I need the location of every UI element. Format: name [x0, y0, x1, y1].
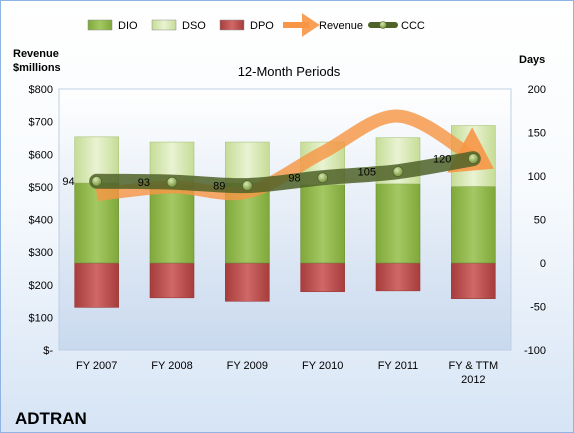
ccc-point: [317, 172, 329, 184]
ccc-point: [241, 180, 253, 191]
bar-dpo-fy-2008: [149, 262, 195, 299]
y-right-tick-label: -100: [524, 345, 546, 357]
company-name: ADTRAN: [15, 409, 87, 428]
y-right-label: Days: [519, 54, 545, 66]
legend-swatch: [151, 19, 177, 31]
chart-title: 12-Month Periods: [238, 64, 341, 79]
x-tick-label: FY 2011: [378, 360, 419, 372]
ccc-data-label: 94: [62, 176, 74, 188]
legend-item-dio: DIO: [87, 19, 138, 32]
bar-dpo-fy-2011: [375, 262, 421, 292]
bar-dio-fy-2008: [149, 184, 195, 264]
bar-dio-fy-ttm-2012: [451, 186, 496, 264]
y-right-tick-label: 0: [540, 258, 546, 270]
y-left-ticks: $- $100 $200 $300 $400 $500 $600 $700 $800: [29, 84, 54, 357]
y-left-tick-label: $500: [29, 182, 53, 194]
y-left-tick-label: $100: [29, 312, 53, 324]
y-left-label-line1: Revenue: [13, 48, 59, 60]
x-tick-label: FY 2009: [227, 360, 268, 372]
y-left-tick-label: $600: [29, 149, 53, 161]
legend-label: CCC: [401, 20, 425, 32]
legend-label: DPO: [250, 20, 274, 32]
ccc-data-label: 93: [138, 177, 150, 189]
legend-swatch: [87, 19, 113, 31]
ccc-line: [89, 151, 481, 194]
ccc-point: [91, 175, 103, 187]
legend-item-revenue: Revenue: [283, 13, 363, 37]
y-right-tick-label: 100: [528, 171, 546, 183]
ccc-point: [467, 153, 479, 165]
ccc-data-label: 105: [358, 167, 376, 179]
legend-item-ccc: CCC: [368, 20, 425, 32]
legend-label: DIO: [118, 20, 138, 32]
y-left-tick-label: $-: [43, 345, 53, 357]
x-tick-label: FY 2010: [302, 360, 343, 372]
ccc-point: [166, 176, 178, 188]
legend-swatch: [219, 19, 245, 31]
y-right-tick-label: -50: [530, 302, 546, 314]
y-left-tick-label: $700: [29, 117, 53, 129]
y-left-tick-label: $200: [29, 280, 53, 292]
y-right-tick-label: 50: [534, 215, 546, 227]
x-tick-label: FY & TTM 2012: [448, 360, 498, 386]
ccc-data-label: 98: [288, 173, 300, 185]
y-left-label-line2: $millions: [13, 62, 61, 74]
plot-area: [58, 88, 512, 351]
y-left-tick-label: $300: [29, 247, 53, 259]
bar-dso-fy-2009: [225, 141, 270, 184]
y-right-tick-label: 200: [528, 84, 546, 96]
ccc-point: [392, 166, 404, 178]
x-ticks: FY 2007 FY 2008 FY 2009 FY 2010 FY 2011 FY & …: [76, 360, 498, 386]
legend-swatch-dot: [379, 21, 387, 29]
legend-item-dso: DSO: [151, 19, 206, 32]
bar-dio-fy-2011: [375, 183, 421, 264]
legend: DIO DSO DPO Revenue CCC: [87, 13, 425, 37]
bar-dpo-fy-2009: [225, 262, 270, 302]
bar-dpo-fy-2010: [300, 262, 345, 293]
y-left-tick-label: $400: [29, 215, 53, 227]
legend-label: DSO: [182, 20, 206, 32]
legend-label: Revenue: [319, 20, 363, 32]
legend-item-dpo: DPO: [219, 19, 274, 32]
y-right-ticks: -100 -50 0 50 100 150 200: [524, 84, 546, 357]
x-tick-label: FY 2008: [151, 360, 192, 372]
bar-dpo-fy-2007: [74, 262, 119, 308]
ccc-data-label: 120: [433, 154, 451, 166]
ccc-data-label: 89: [213, 181, 225, 193]
ccc-series: 94 93 89 98 105 120: [62, 151, 481, 194]
bar-dio-fy-2010: [300, 184, 345, 264]
x-tick-label: FY 2007: [76, 360, 117, 372]
y-right-tick-label: 150: [528, 128, 546, 140]
bar-dpo-fy-ttm-2012: [451, 262, 496, 299]
y-left-tick-label: $800: [29, 84, 53, 96]
